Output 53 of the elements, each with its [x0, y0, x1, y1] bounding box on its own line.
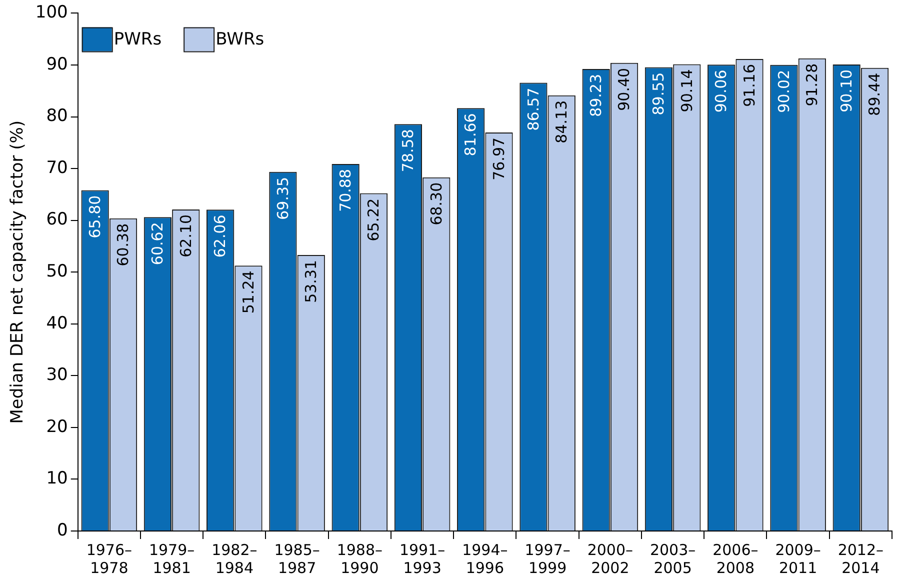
x-tick-label: 1997– 1999: [524, 540, 570, 577]
data-label: 65.80: [86, 195, 104, 238]
data-label: 90.02: [774, 70, 793, 113]
data-label: 65.22: [364, 198, 383, 242]
data-label: 69.35: [274, 176, 292, 220]
data-label: 70.88: [336, 168, 354, 212]
x-tick-label: 1976– 1978: [86, 540, 132, 577]
y-tick-label: 70: [46, 158, 68, 178]
data-label: 78.58: [399, 129, 418, 172]
data-label: 62.10: [176, 214, 195, 258]
data-label: 91.28: [803, 63, 822, 106]
data-label: 86.57: [524, 88, 542, 131]
data-label: 89.44: [866, 72, 884, 116]
x-tick-label: 1994– 1996: [462, 540, 508, 577]
x-tick-label: 1982– 1984: [212, 540, 258, 577]
x-tick-label: 2009– 2011: [775, 540, 821, 577]
data-label: 60.62: [148, 222, 167, 266]
data-label: 90.10: [837, 69, 856, 112]
data-label: 90.14: [678, 69, 696, 112]
y-tick-label: 100: [35, 2, 68, 23]
x-tick-label: 2000– 2002: [587, 540, 634, 577]
x-tick-label: 2003– 2005: [650, 540, 696, 577]
y-tick-label: 20: [46, 416, 68, 437]
data-label: 51.24: [239, 270, 258, 314]
y-tick-label: 10: [46, 468, 68, 489]
data-label: 90.06: [712, 70, 730, 113]
data-label: 84.13: [552, 100, 571, 144]
y-tick-label: 30: [46, 365, 68, 386]
y-tick-label: 90: [46, 54, 68, 74]
x-tick-label: 2012– 2014: [838, 540, 884, 577]
y-axis-title: Median DER net capacity factor (%): [8, 120, 28, 424]
y-tick-label: 0: [57, 520, 68, 540]
data-label: 76.97: [490, 137, 508, 180]
data-label: 89.23: [586, 74, 605, 117]
x-tick-label: 1988– 1990: [336, 540, 383, 577]
data-label: 91.16: [740, 64, 758, 107]
y-tick-label: 60: [46, 210, 68, 230]
data-label: 90.40: [615, 68, 634, 111]
x-tick-label: 1979– 1981: [148, 540, 195, 577]
data-label: 60.38: [114, 223, 132, 266]
x-tick-label: 2006– 2008: [712, 540, 758, 577]
x-tick-label: 1985– 1987: [274, 540, 320, 577]
data-label: 68.30: [427, 182, 446, 226]
x-tick-label: 1991– 1993: [399, 540, 446, 577]
y-tick-label: 50: [46, 262, 68, 282]
legend-label: BWRs: [216, 30, 264, 50]
y-tick-label: 40: [46, 313, 68, 334]
y-tick-label: 80: [46, 106, 68, 126]
legend-label: PWRs: [114, 30, 162, 50]
data-label: 53.31: [302, 260, 320, 303]
data-label: 89.55: [650, 72, 668, 116]
data-label: 81.66: [462, 113, 480, 156]
data-label: 62.06: [211, 214, 230, 258]
